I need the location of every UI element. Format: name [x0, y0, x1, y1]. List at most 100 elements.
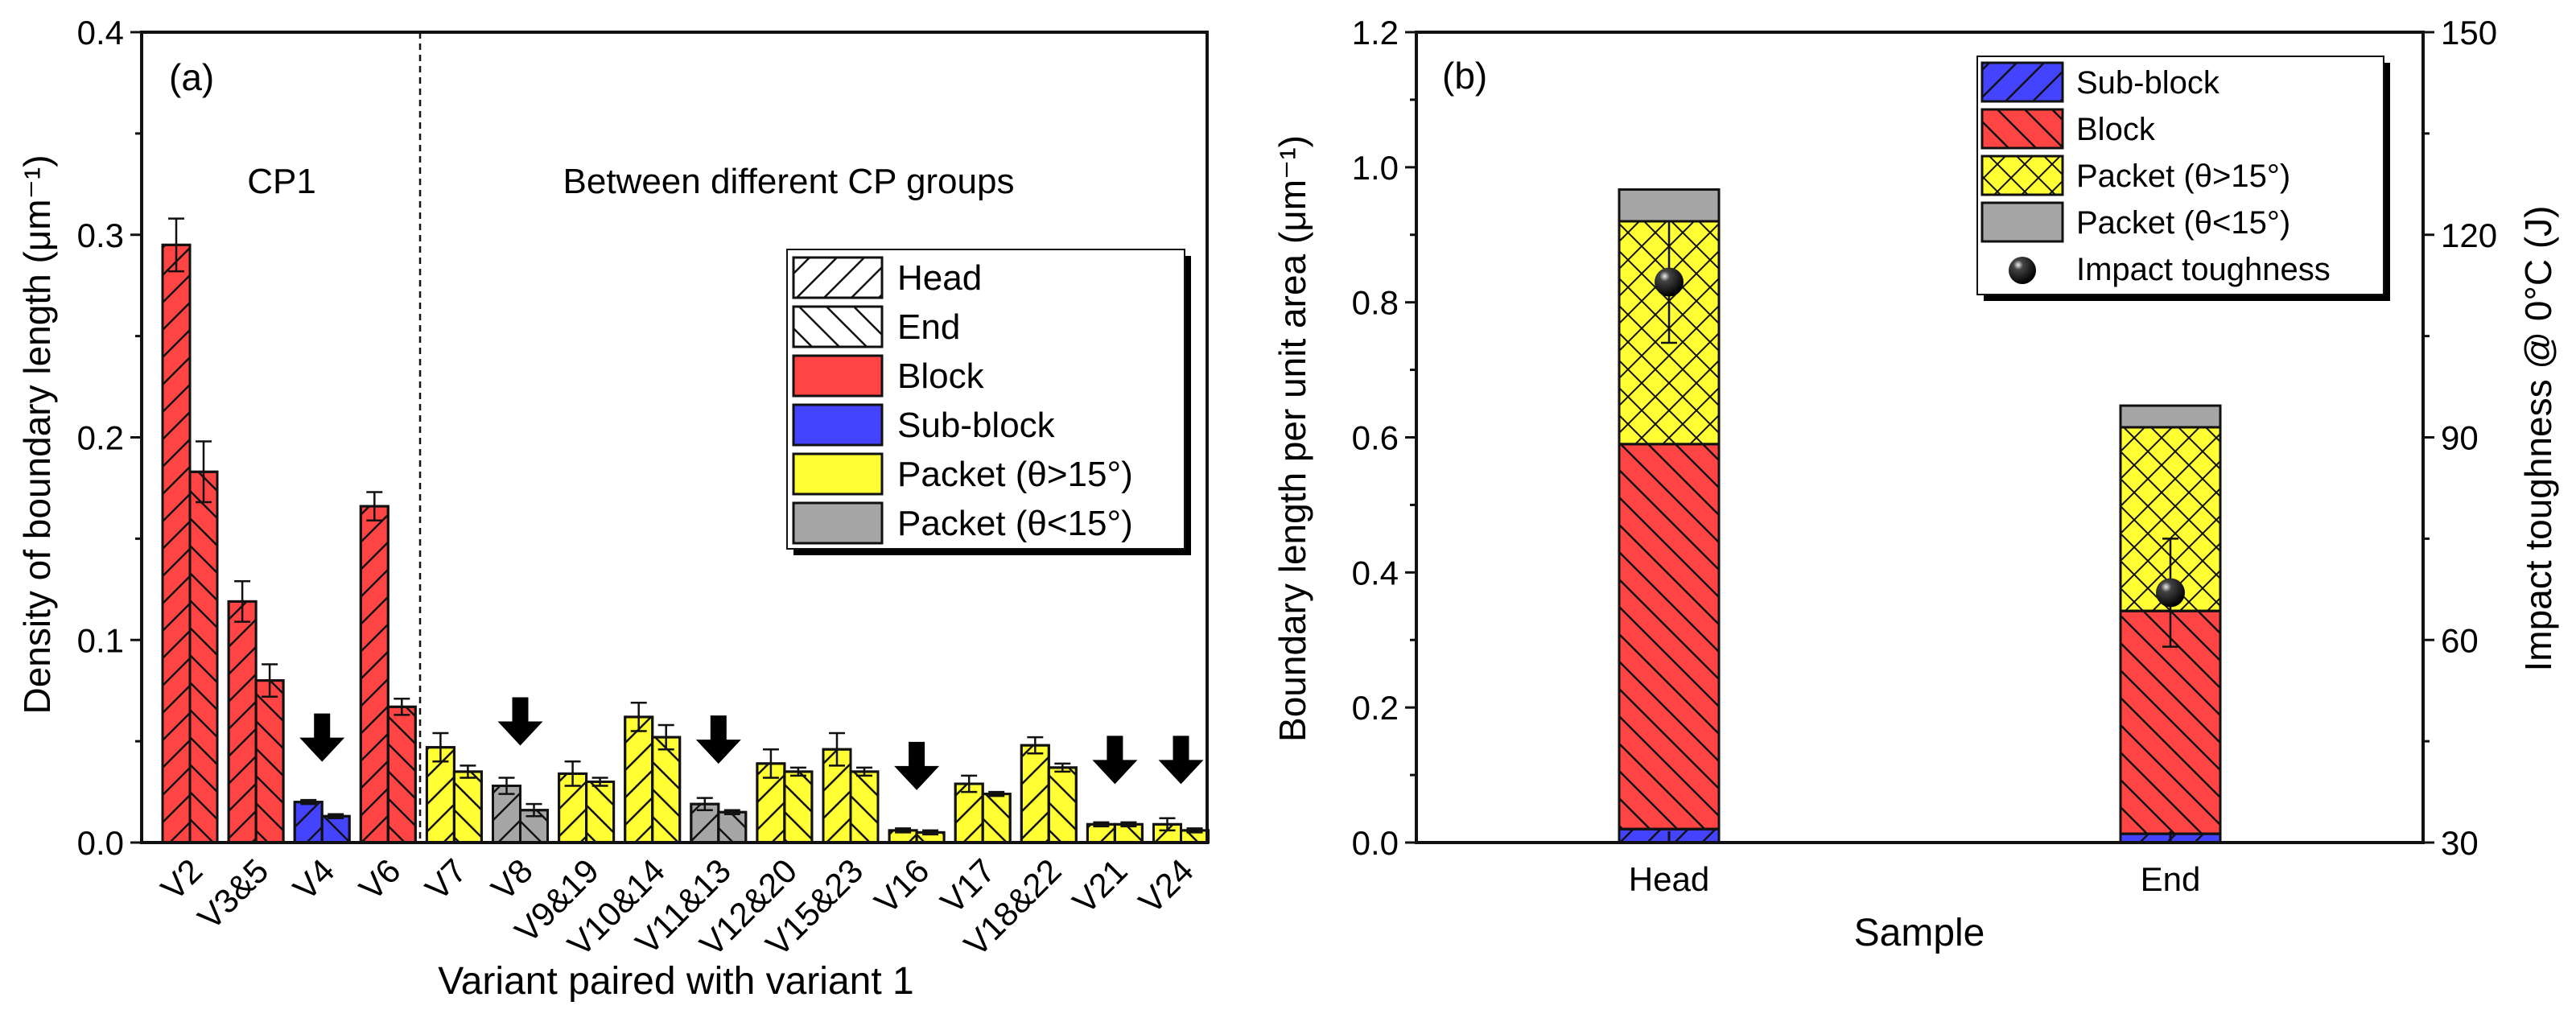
x-tick-label: V6 [352, 851, 408, 908]
bar-head-hatch [359, 505, 389, 844]
arrow-marker-icon [299, 713, 345, 762]
bar-end-hatch [254, 679, 285, 844]
x-tick-label: V7 [418, 851, 474, 908]
bar-end-hatch [386, 705, 417, 844]
y-tick-label: 0.3 [77, 216, 124, 254]
y-axis-title: Density of boundary length (μm⁻¹) [16, 155, 58, 714]
y-tick-label: 1.0 [1352, 149, 1399, 187]
bar-end-hatch [585, 780, 616, 844]
bar-end [320, 814, 351, 844]
panel-b: 0.0 0.2 0.4 0.6 0.8 1.0 1.2 30 60 90 120 150 Head End… [1272, 14, 2559, 954]
bar-end [1047, 766, 1078, 844]
error-bar [394, 698, 410, 716]
legend-swatch-hatch [1980, 108, 2064, 150]
error-bar [762, 748, 779, 779]
y-tick-label: 0.0 [77, 824, 124, 862]
legend-label: Sub-block [2076, 65, 2220, 101]
legend-swatch-hatch [1980, 61, 2064, 103]
legend-swatch [792, 354, 884, 398]
bar-end [386, 705, 417, 844]
error-bar [829, 731, 845, 767]
x-tick-label: Head [1629, 860, 1709, 898]
arrow-marker-icon [894, 741, 940, 790]
toughness-point [2156, 578, 2185, 608]
legend-label: Block [2076, 112, 2156, 147]
y-tick-label: 0.8 [1352, 284, 1399, 322]
legend-swatch [792, 256, 884, 299]
legend-label: End [897, 307, 960, 347]
x-tick-label: V24 [1131, 851, 1201, 921]
error-bar [460, 764, 476, 779]
panel-label: (a) [169, 56, 214, 98]
stack-block [1618, 443, 1721, 830]
stack-packet--fill [2119, 404, 2222, 429]
bar-end [1113, 822, 1144, 844]
y-tick-label: 0.2 [1352, 689, 1399, 727]
error-bar [591, 777, 608, 787]
error-bar [961, 774, 978, 793]
error-bar [657, 723, 674, 751]
bar-end [981, 793, 1012, 844]
error-bar [262, 663, 278, 698]
error-bar [895, 827, 912, 834]
error-bar [366, 491, 383, 521]
bar-end [717, 810, 748, 844]
y-right-tick-label: 90 [2441, 419, 2479, 457]
error-bar [1159, 817, 1176, 832]
legend-swatch [1980, 201, 2064, 243]
legend-swatch [792, 501, 884, 545]
stack-block-hatch [1618, 443, 1721, 830]
legend: Sub-block Block Packet (θ>15°) Packet (θ<15… [1976, 56, 2390, 301]
group-label: CP1 [247, 162, 316, 201]
error-bar [1054, 762, 1071, 773]
legend-label: Head [897, 258, 982, 298]
bar-end-hatch [981, 793, 1012, 844]
bar-end-hatch [783, 770, 814, 844]
legend-box [786, 249, 1185, 550]
toughness-point [1655, 267, 1684, 297]
y-tick-label: 0.6 [1352, 419, 1399, 457]
y-right-axis-title: Impact toughness @ 0°C (J) [2517, 206, 2559, 672]
error-bar [432, 731, 449, 763]
bar-head-hatch [293, 801, 324, 844]
stack-packet- [2119, 404, 2222, 429]
stack-packet- [1618, 188, 1721, 223]
error-bar [1186, 827, 1203, 834]
legend-swatch [1980, 108, 2064, 150]
y-right-tick-label: 150 [2441, 14, 2497, 52]
error-bar [1093, 821, 1110, 828]
y-tick-label: 0.2 [77, 419, 124, 457]
legend-swatch [792, 452, 884, 496]
legend-swatch-fill [792, 403, 884, 447]
legend-swatch-hatch [792, 305, 884, 348]
error-bar [498, 777, 515, 795]
legend-marker [2009, 257, 2036, 284]
bar-end [188, 470, 219, 844]
legend-label: Sub-block [897, 406, 1056, 445]
y-right-tick-label: 120 [2441, 216, 2497, 254]
arrow-marker-icon [497, 697, 543, 746]
error-bar [696, 797, 713, 811]
error-bar [300, 798, 317, 806]
error-bar [856, 766, 872, 777]
bar-head [293, 801, 324, 844]
error-bar [1027, 736, 1044, 755]
bar-head [492, 785, 521, 844]
legend-label: Packet (θ<15°) [2076, 205, 2290, 241]
y-tick-label: 1.2 [1352, 14, 1399, 52]
x-tick-label: V16 [867, 851, 936, 921]
error-bar [922, 829, 939, 836]
error-bar [564, 760, 581, 787]
arrow-marker-icon [1158, 736, 1204, 785]
plot-frame [140, 31, 1209, 844]
legend-label: Packet (θ<15°) [897, 504, 1133, 543]
error-bar [630, 702, 647, 732]
legend-label: Impact toughness [2076, 252, 2331, 287]
bar-head [161, 243, 192, 844]
legend-swatch-fill [792, 452, 884, 496]
bar-end-hatch [651, 736, 682, 844]
legend-swatch-hatch [1980, 155, 2064, 196]
bar-head [690, 802, 720, 844]
y-right-tick-label: 30 [2441, 824, 2479, 862]
bar-end-hatch [452, 770, 483, 844]
